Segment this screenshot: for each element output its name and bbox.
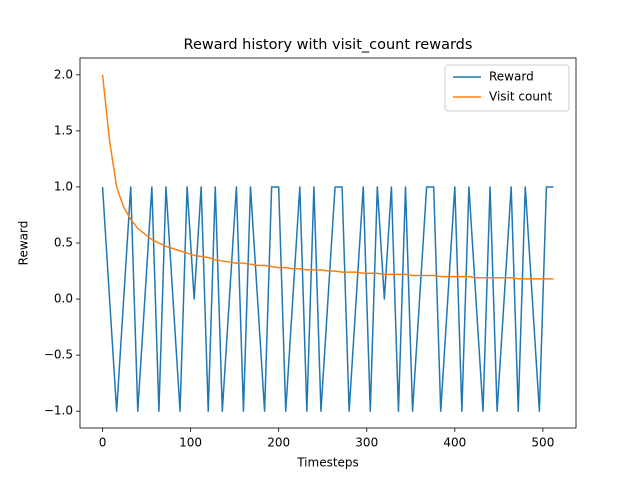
series-line (101, 74, 554, 280)
x-tick-label: 500 (531, 436, 554, 450)
x-tick-label: 200 (267, 436, 290, 450)
legend-label: Visit count (489, 90, 553, 104)
y-tick-label: −0.5 (44, 348, 73, 362)
x-axis-label: Timesteps (296, 456, 359, 470)
y-tick-label: 0.0 (54, 292, 73, 306)
y-tick-label: 1.0 (54, 179, 73, 193)
axes-frame (79, 57, 577, 429)
y-tick-label: 2.0 (54, 67, 73, 81)
series-line (101, 186, 554, 412)
x-tick-label: 100 (179, 436, 202, 450)
y-tick-label: −1.0 (44, 404, 73, 418)
x-tick-label: 300 (355, 436, 378, 450)
x-tick-label: 400 (443, 436, 466, 450)
x-tick-label: 0 (99, 436, 107, 450)
y-tick-label: 1.5 (54, 123, 73, 137)
chart-title: Reward history with visit_count rewards (184, 37, 473, 53)
y-tick-label: 0.5 (54, 236, 73, 250)
y-axis-label: Reward (17, 221, 31, 266)
legend-label: Reward (489, 70, 534, 84)
